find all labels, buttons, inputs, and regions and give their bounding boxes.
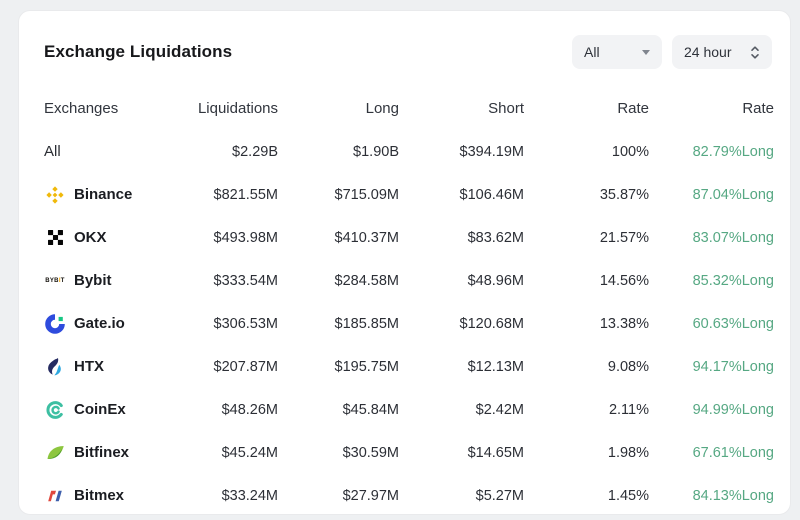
- long-cell: $284.58M: [334, 272, 400, 289]
- liquidations-cell: $333.54M: [213, 272, 279, 289]
- exchange-name: HTX: [74, 358, 104, 375]
- short-cell: $2.42M: [475, 401, 524, 418]
- htx-logo: [44, 356, 66, 378]
- liquidations-cell: $48.26M: [221, 401, 278, 418]
- long-rate-cell: 87.04%Long: [692, 186, 774, 203]
- page-title: Exchange Liquidations: [44, 42, 233, 61]
- rate-cell: 9.08%: [607, 358, 649, 375]
- liquidations-cell: $306.53M: [213, 315, 279, 332]
- period-filter-select[interactable]: 24 hour: [672, 35, 772, 69]
- exchange-name: Bitmex: [74, 487, 125, 504]
- column-header-rate-long: Rate: [742, 99, 774, 117]
- column-header-exchanges: Exchanges: [44, 99, 119, 117]
- exchange-cell: BYBIT Bybit: [44, 270, 156, 292]
- table-row: Bitmex $33.24M $27.97M $5.27M 1.45% 84.13%Lon…: [44, 474, 774, 517]
- exchange-filter-select[interactable]: All: [572, 35, 662, 69]
- exchange-name: Binance: [74, 186, 133, 203]
- exchange-name: Bybit: [74, 272, 112, 289]
- table-header-row: Exchanges Liquidations Long Short Rate Rate: [44, 93, 774, 123]
- exchange-name: CoinEx: [74, 401, 126, 418]
- card-header: Exchange Liquidations All 24 hour: [44, 35, 772, 69]
- long-rate-cell: 82.79%Long: [692, 143, 774, 160]
- exchange-cell: Bitmex: [44, 485, 156, 507]
- exchange-cell: CoinEx: [44, 399, 156, 421]
- short-cell: $12.13M: [467, 358, 524, 375]
- table-row: CoinEx $48.26M $45.84M $2.42M 2.11% 94.99%Lon…: [44, 388, 774, 431]
- bybit-logo: BYBIT: [45, 277, 65, 284]
- exchange-name: Bitfinex: [74, 444, 130, 461]
- okx-logo: [44, 227, 66, 249]
- long-cell: $195.75M: [334, 358, 400, 375]
- liquidations-cell: $33.24M: [221, 487, 278, 504]
- table-row: OKX $493.98M $410.37M $83.62M 21.57% 83.07%Lo…: [44, 216, 774, 259]
- rate-cell: 21.57%: [599, 229, 649, 246]
- exchange-cell: All: [44, 143, 156, 160]
- rate-cell: 100%: [611, 143, 649, 160]
- up-down-stepper-icon: [750, 45, 760, 60]
- long-rate-cell: 67.61%Long: [692, 444, 774, 461]
- exchange-name: OKX: [74, 229, 107, 246]
- long-cell: $1.90B: [353, 143, 399, 160]
- liquidations-table: Exchanges Liquidations Long Short Rate Rate A…: [44, 93, 774, 517]
- long-rate-cell: 94.17%Long: [692, 358, 774, 375]
- long-rate-cell: 94.99%Long: [692, 401, 774, 418]
- exchange-name: Gate.io: [74, 315, 125, 332]
- binance-logo: [44, 184, 66, 206]
- short-cell: $120.68M: [459, 315, 525, 332]
- exchange-cell: HTX: [44, 356, 156, 378]
- table-row: All $2.29B $1.90B $394.19M 100% 82.79%Long: [44, 130, 774, 173]
- period-filter-value: 24 hour: [684, 44, 732, 60]
- short-cell: $106.46M: [459, 186, 525, 203]
- exchange-liquidations-card: Exchange Liquidations All 24 hour Exchan…: [18, 10, 791, 515]
- liquidations-cell: $2.29B: [232, 143, 278, 160]
- exchange-name: All: [44, 143, 61, 160]
- long-cell: $30.59M: [342, 444, 399, 461]
- chevron-down-icon: [642, 49, 650, 55]
- rate-cell: 14.56%: [599, 272, 649, 289]
- table-row: Bitfinex $45.24M $30.59M $14.65M 1.98% 67.61%…: [44, 431, 774, 474]
- exchange-cell: Gate.io: [44, 313, 156, 335]
- column-header-rate: Rate: [617, 99, 649, 117]
- short-cell: $14.65M: [467, 444, 524, 461]
- gateio-logo: [44, 313, 66, 335]
- rate-cell: 2.11%: [608, 401, 649, 418]
- short-cell: $394.19M: [459, 143, 525, 160]
- bitmex-logo: [44, 485, 66, 507]
- exchange-cell: OKX: [44, 227, 156, 249]
- liquidations-cell: $493.98M: [213, 229, 279, 246]
- rate-cell: 35.87%: [599, 186, 649, 203]
- short-cell: $48.96M: [467, 272, 524, 289]
- table-row: HTX $207.87M $195.75M $12.13M 9.08% 94.17%Lon…: [44, 345, 774, 388]
- rate-cell: 1.45%: [607, 487, 649, 504]
- long-cell: $185.85M: [334, 315, 400, 332]
- exchange-cell: Binance: [44, 184, 156, 206]
- long-rate-cell: 60.63%Long: [692, 315, 774, 332]
- long-rate-cell: 83.07%Long: [692, 229, 774, 246]
- rate-cell: 13.38%: [599, 315, 649, 332]
- coinex-logo: [44, 399, 66, 421]
- rate-cell: 1.98%: [607, 444, 649, 461]
- column-header-liquidations: Liquidations: [197, 99, 278, 117]
- table-row: BYBIT Bybit $333.54M $284.58M $48.96M 14.56% 8…: [44, 259, 774, 302]
- column-header-long: Long: [365, 99, 399, 117]
- table-body: All $2.29B $1.90B $394.19M 100% 82.79%Long Bi…: [44, 130, 774, 517]
- long-cell: $715.09M: [334, 186, 400, 203]
- liquidations-cell: $45.24M: [221, 444, 278, 461]
- long-cell: $45.84M: [342, 401, 399, 418]
- exchange-cell: Bitfinex: [44, 442, 156, 464]
- liquidations-cell: $821.55M: [213, 186, 279, 203]
- long-cell: $410.37M: [334, 229, 400, 246]
- exchange-filter-value: All: [584, 44, 600, 60]
- long-rate-cell: 84.13%Long: [692, 487, 774, 504]
- long-cell: $27.97M: [342, 487, 399, 504]
- liquidations-cell: $207.87M: [213, 358, 279, 375]
- bitfinex-logo: [44, 442, 66, 464]
- short-cell: $83.62M: [467, 229, 524, 246]
- table-row: Binance $821.55M $715.09M $106.46M 35.87% 87.…: [44, 173, 774, 216]
- column-header-short: Short: [488, 99, 524, 117]
- long-rate-cell: 85.32%Long: [692, 272, 774, 289]
- short-cell: $5.27M: [475, 487, 524, 504]
- filters: All 24 hour: [572, 35, 772, 69]
- table-row: Gate.io $306.53M $185.85M $120.68M 13.38% 60.…: [44, 302, 774, 345]
